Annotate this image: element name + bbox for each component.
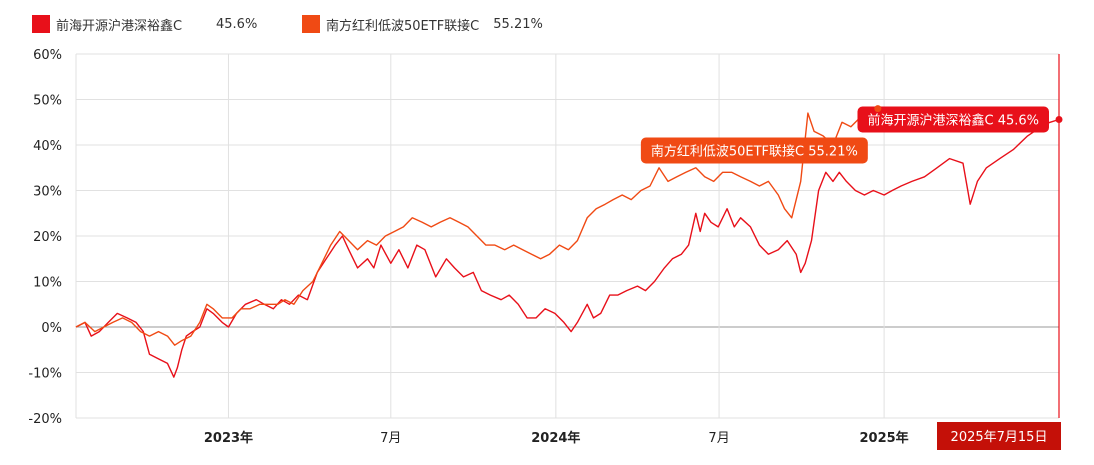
- y-tick-label: -10%: [28, 367, 62, 382]
- crosshair-date-badge: [937, 422, 1061, 450]
- series-line-2: [75, 107, 879, 346]
- legend-label-series-2: 南方红利低波50ETF联接C: [326, 18, 480, 34]
- series-lines: [75, 107, 1060, 378]
- y-tick-label: 10%: [33, 276, 62, 291]
- crosshair-date-label: 2025年7月15日: [951, 430, 1048, 445]
- y-tick-label: 30%: [33, 185, 62, 200]
- legend-item-series-1[interactable]: 前海开源沪港深裕鑫C 45.6%: [32, 15, 302, 34]
- x-tick-label: 7月: [708, 431, 729, 446]
- y-axis: -20% -10% 0% 10% 20% 30% 40% 50% 60%: [28, 48, 62, 427]
- series-tooltip-label-2: 南方红利低波50ETF联接C 55.21%: [651, 144, 858, 160]
- legend-label-series-1: 前海开源沪港深裕鑫C: [56, 18, 183, 34]
- y-tick-label: 20%: [33, 230, 62, 245]
- legend-swatch-series-2: [302, 15, 320, 33]
- x-tick-label: 2024年: [531, 430, 580, 446]
- series-tooltip-2: [640, 137, 868, 164]
- series-tooltip-label-1: 前海开源沪港深裕鑫C 45.6%: [867, 113, 1039, 129]
- legend-value-series-1: 45.6%: [216, 16, 258, 32]
- crosshair: 2025年7月15日: [937, 54, 1061, 450]
- legend: 前海开源沪港深裕鑫C 45.6% 南方红利低波50ETF联接C 55.21%: [32, 12, 543, 36]
- series-end-marker-2: [874, 105, 882, 113]
- tooltips: 前海开源沪港深裕鑫C 45.6% 南方红利低波50ETF联接C 55.21%: [640, 105, 1063, 164]
- series-line-1: [75, 118, 1060, 378]
- y-tick-label: 0%: [41, 321, 62, 336]
- y-tick-label: 40%: [33, 139, 62, 154]
- x-axis: 2023年 7月 2024年 7月 2025年: [204, 430, 909, 446]
- legend-swatch-series-1: [32, 15, 50, 33]
- legend-value-series-2: 55.21%: [493, 16, 543, 32]
- series-tooltip-1: [857, 106, 1049, 133]
- y-tick-label: 60%: [33, 48, 62, 63]
- series-end-marker-1: [1055, 116, 1063, 124]
- x-tick-label: 2025年: [860, 430, 909, 446]
- y-tick-label: 50%: [33, 94, 62, 109]
- x-tick-label: 2023年: [204, 430, 253, 446]
- x-tick-label: 7月: [380, 431, 401, 446]
- legend-item-series-2[interactable]: 南方红利低波50ETF联接C 55.21%: [302, 15, 543, 34]
- y-tick-label: -20%: [28, 412, 62, 427]
